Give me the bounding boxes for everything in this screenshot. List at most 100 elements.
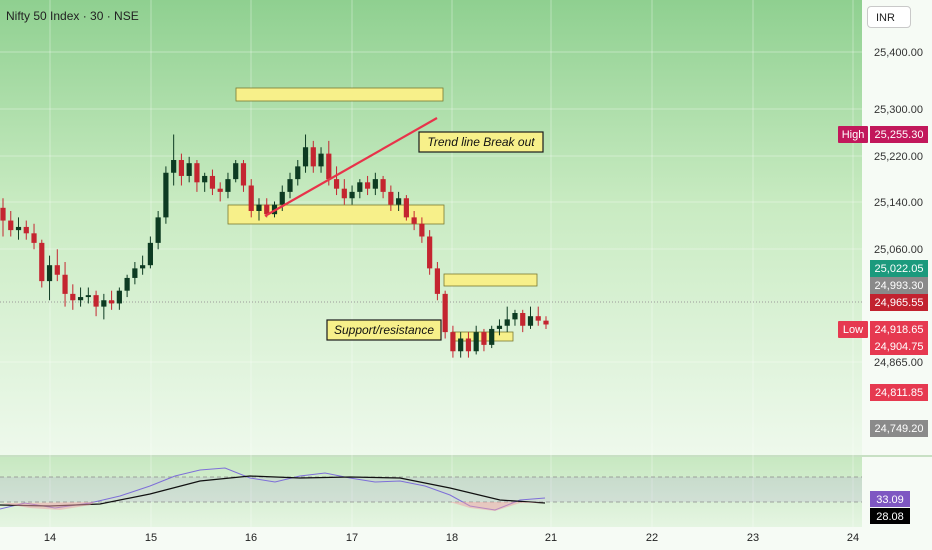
price-label: 24,993.30 (870, 277, 928, 294)
candle-body (147, 242, 153, 266)
price-value-box (870, 294, 928, 311)
candle-body (124, 277, 130, 291)
price-value-text: 25,022.05 (875, 263, 924, 275)
candle-body (403, 198, 409, 218)
candle-body (256, 204, 262, 211)
candle-body (465, 338, 472, 352)
candle-body (101, 300, 107, 307)
candle-body (39, 242, 45, 282)
candle-body (419, 223, 425, 237)
rsi-line (0, 467, 546, 511)
rsi-value-text: 28.08 (876, 511, 904, 523)
candle-body (302, 147, 309, 167)
candle-body (31, 233, 37, 243)
price-pane-background (0, 0, 862, 455)
candle-body (93, 295, 99, 307)
y-tick-label: 25,140.00 (874, 197, 923, 209)
candle-body (295, 166, 301, 180)
candle-body (372, 179, 378, 189)
candle-body (388, 191, 394, 205)
candle-body (217, 188, 223, 192)
candle-body (202, 175, 208, 183)
candle-body (333, 179, 340, 189)
price-value-text: 24,749.20 (875, 423, 924, 435)
x-tick-label: 21 (545, 532, 557, 544)
rsi-value-text: 33.09 (876, 494, 904, 506)
candle-body (116, 290, 122, 304)
price-value-text: 24,918.65 (875, 324, 924, 336)
candle-body (163, 172, 169, 218)
candle-body (240, 163, 247, 186)
x-tick-label: 22 (646, 532, 658, 544)
candle-body (140, 265, 146, 269)
y-tick-label: 25,220.00 (874, 151, 923, 163)
price-label: 25,022.05 (870, 260, 928, 277)
price-value-box (870, 384, 928, 401)
price-tag-text: Low (843, 324, 863, 336)
price-value-box (870, 420, 928, 437)
currency-selector[interactable]: INR (867, 6, 911, 28)
rsi-band (0, 477, 862, 502)
rsi-oversold-fill (0, 502, 545, 511)
candle-body (85, 295, 91, 298)
annotation-box (326, 319, 442, 341)
price-value-text: 24,811.85 (875, 387, 923, 399)
candle-body (318, 153, 324, 167)
y-tick-label: 25,300.00 (874, 104, 923, 116)
price-tag-text: High (842, 129, 865, 141)
rsi-value-label: 28.08 (870, 508, 910, 524)
price-value-box (870, 126, 928, 143)
candle-body (171, 160, 177, 173)
price-value-box (870, 321, 928, 338)
x-tick-label: 16 (245, 532, 257, 544)
candle-body (489, 328, 495, 345)
symbol-title: Nifty 50 Index · 30 · NSE (6, 9, 139, 23)
highlight-zone (443, 273, 538, 287)
price-value-text: 24,904.75 (875, 341, 924, 353)
candle-body (264, 204, 270, 215)
candle-body (481, 332, 487, 345)
rsi-pane-background (0, 457, 862, 527)
candle-body (535, 316, 541, 321)
candle-body (0, 207, 6, 221)
rsi-value-box (870, 508, 910, 524)
candle-body (155, 217, 161, 243)
price-label: 24,811.85 (870, 384, 928, 401)
price-value-box (870, 338, 928, 355)
x-tick-label: 17 (346, 532, 358, 544)
candle-body (458, 338, 464, 352)
candle-body (504, 319, 510, 326)
candle-body (15, 226, 22, 231)
candle-body (396, 198, 402, 205)
candle-body (209, 175, 216, 189)
candle-body (380, 179, 386, 192)
price-value-box (870, 277, 928, 294)
price-value-text: 25,255.30 (875, 129, 924, 141)
candle-body (225, 179, 231, 192)
candle-body (411, 217, 417, 224)
price-label: Low 24,918.65 (838, 321, 928, 338)
candle-body (194, 163, 200, 183)
candle-body (310, 147, 316, 167)
candle-body (473, 332, 479, 352)
x-tick-label: 14 (44, 532, 56, 544)
price-label: 24,749.20 (870, 420, 928, 437)
candle-body (520, 313, 526, 326)
candle-body (62, 274, 68, 294)
candle-body (46, 265, 53, 282)
candle-body (326, 153, 332, 180)
price-value-box (870, 260, 928, 277)
candle-body (341, 188, 347, 199)
candle-body (132, 268, 138, 278)
price-label: High 25,255.30 (838, 126, 928, 143)
annotation-trend-breakout: Trend line Break out (418, 131, 544, 153)
candle-body (233, 163, 239, 180)
candle-body (434, 268, 440, 294)
candle-body (287, 179, 293, 192)
x-tick-label: 24 (847, 532, 859, 544)
x-tick-label: 18 (446, 532, 458, 544)
candle-body (109, 300, 115, 304)
y-tick-label: 25,060.00 (874, 244, 923, 256)
